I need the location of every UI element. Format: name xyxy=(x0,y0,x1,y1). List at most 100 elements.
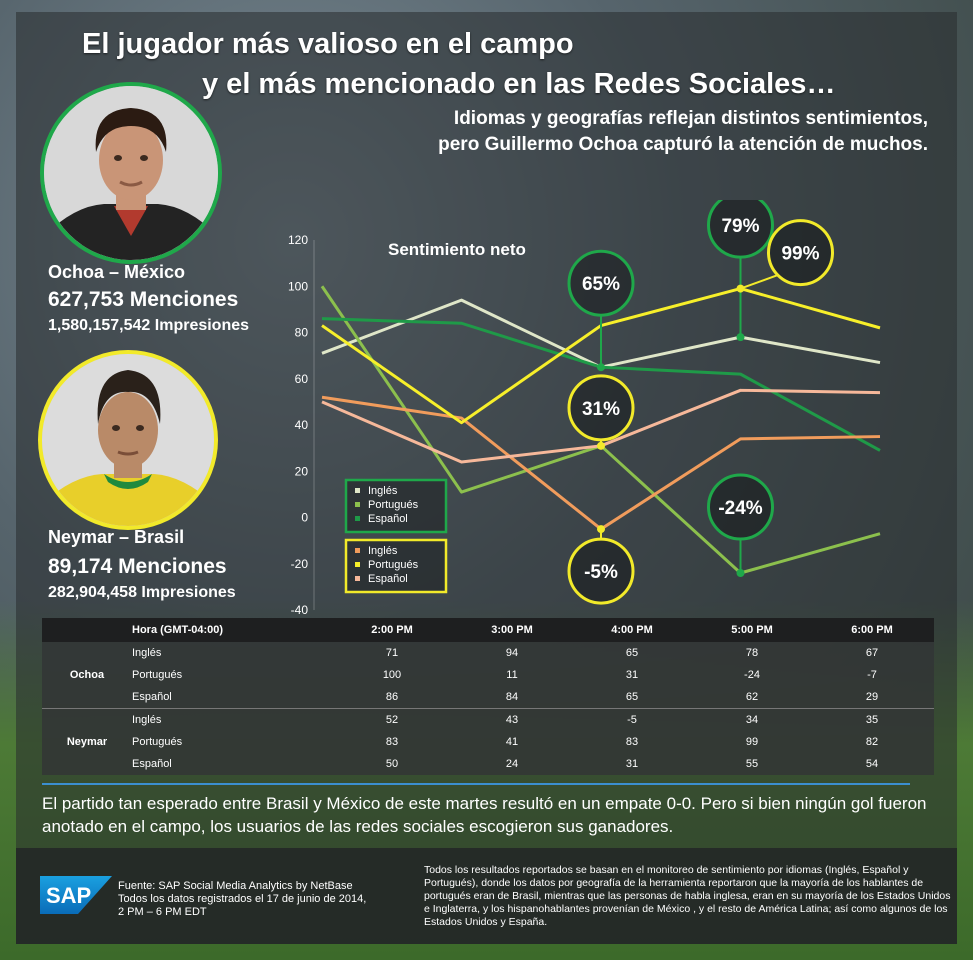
y-tick-label: 120 xyxy=(288,233,308,247)
ochoa-mentions: 627,753 Menciones xyxy=(48,288,239,311)
callout-circle xyxy=(567,249,635,317)
source-line: Todos los datos registrados el 17 de jun… xyxy=(118,893,367,905)
table-body: Ochoa Inglés 71 94 65 78 67 Portugués 100 11 31 -24… xyxy=(42,642,934,775)
y-tick-label: 0 xyxy=(301,511,308,525)
row-language: Portugués xyxy=(132,736,183,748)
table-cell: -5 xyxy=(627,714,637,726)
table-cell: 82 xyxy=(865,736,879,748)
y-tick-label: -20 xyxy=(291,557,309,571)
table-cell: 71 xyxy=(385,647,399,659)
table-cell: 55 xyxy=(745,758,759,770)
legend-entry: Portugués xyxy=(368,499,419,511)
summary-text: El partido tan esperado entre Brasil y M… xyxy=(42,794,927,836)
subtitle-line-1: Idiomas y geografías reflejan distintos … xyxy=(453,108,928,129)
callout-circle xyxy=(567,537,635,605)
legend-swatch xyxy=(355,502,360,507)
table-row: Inglés 71 94 65 78 67 xyxy=(42,642,934,664)
column-header: 3:00 PM xyxy=(491,624,533,636)
row-language: Inglés xyxy=(132,714,162,726)
table-cell: 67 xyxy=(865,647,879,659)
data-point-marker xyxy=(597,441,605,450)
table-cell: 31 xyxy=(625,758,639,770)
row-language: Inglés xyxy=(132,647,162,659)
data-point-marker xyxy=(597,525,605,534)
table-row: Inglés 52 43 -5 34 35 xyxy=(42,709,934,731)
callout-circle xyxy=(707,200,774,259)
sentiment-line-chart: 120 100 80 60 40 20 0 -20 -40 Sentimiento neto 65%… xyxy=(288,200,881,617)
subtitle-line-2: pero Guillermo Ochoa capturó la atención… xyxy=(438,134,928,155)
table-cell: 83 xyxy=(625,736,639,748)
table-cell: 41 xyxy=(505,736,519,748)
table-cell: -24 xyxy=(744,669,760,681)
y-tick-label: 40 xyxy=(295,418,309,432)
y-tick-label: 60 xyxy=(295,372,309,386)
legend-box xyxy=(344,478,448,534)
ochoa-name: Ochoa – México xyxy=(48,262,186,282)
person-silhouette-icon xyxy=(44,86,218,260)
legend-entry: Portugués xyxy=(368,559,419,571)
table-cell: 86 xyxy=(385,691,399,703)
title-line-2: y el más mencionado en las Redes Sociale… xyxy=(202,68,836,100)
callout-circle xyxy=(567,374,635,442)
column-header: 2:00 PM xyxy=(371,624,413,636)
table-cell: 78 xyxy=(745,647,759,659)
divider xyxy=(42,783,910,785)
group-name: Neymar xyxy=(66,736,108,748)
table-cell: 84 xyxy=(505,691,519,703)
neymar-impressions: 282,904,458 Impresiones xyxy=(48,584,236,601)
column-header: 6:00 PM xyxy=(851,624,893,636)
ochoa-photo xyxy=(40,82,222,264)
legend-entry: Inglés xyxy=(368,485,398,497)
table-row: Portugués 83 41 83 99 82 xyxy=(42,731,934,753)
data-label: 31% xyxy=(582,399,620,420)
table-cell: 83 xyxy=(385,736,399,748)
footer-panel xyxy=(16,848,957,944)
data-point-marker xyxy=(736,284,745,293)
table-cell: 29 xyxy=(865,691,879,703)
legend-entry: Español xyxy=(368,573,408,585)
table-cell: 99 xyxy=(745,736,759,748)
table-cell: 35 xyxy=(865,714,879,726)
title-line-1: El jugador más valioso en el campo xyxy=(82,28,574,60)
table-cell: 65 xyxy=(625,647,639,659)
row-language: Español xyxy=(132,691,172,703)
legend-swatch xyxy=(355,516,360,521)
table-row: Portugués 100 11 31 -24 -7 xyxy=(42,664,934,686)
data-label: 99% xyxy=(781,244,819,265)
table-cell: -7 xyxy=(867,669,877,681)
data-label: 79% xyxy=(721,216,759,237)
legend-swatch xyxy=(355,562,360,567)
table-group: Neymar Inglés 52 43 -5 34 35 Portugués 83 41 83 99 8… xyxy=(42,708,934,775)
y-tick-label: 100 xyxy=(288,279,308,293)
data-point-marker xyxy=(736,333,745,342)
table-cell: 43 xyxy=(505,714,519,726)
legend-box xyxy=(344,538,448,594)
table-cell: 34 xyxy=(745,714,759,726)
table-cell: 54 xyxy=(865,758,879,770)
row-language: Español xyxy=(132,758,172,770)
group-name: Ochoa xyxy=(69,669,105,681)
source-line: 2 PM – 6 PM EDT xyxy=(118,906,207,918)
neymar-photo xyxy=(38,350,218,530)
callout-circle xyxy=(707,473,774,541)
neymar-name: Neymar – Brasil xyxy=(48,527,185,547)
source-text: Fuente: SAP Social Media Analytics by Ne… xyxy=(118,880,398,919)
sentiment-table: Hora (GMT-04:00) 2:00 PM 3:00 PM 4:00 PM… xyxy=(42,618,934,775)
ochoa-impressions: 1,580,157,542 Impresiones xyxy=(48,317,250,334)
table-cell: 31 xyxy=(625,669,639,681)
table-cell: 100 xyxy=(382,669,402,681)
table-cell: 52 xyxy=(385,714,399,726)
table-cell: 50 xyxy=(385,758,399,770)
legend-entry: Español xyxy=(368,513,408,525)
data-label: 65% xyxy=(582,274,620,295)
header-label: Hora (GMT-04:00) xyxy=(132,624,224,636)
legend-swatch xyxy=(355,548,360,553)
column-header: 4:00 PM xyxy=(611,624,653,636)
methodology-note: Todos los resultados reportados se basan… xyxy=(424,864,951,928)
chart-title: Sentimiento neto xyxy=(388,240,526,259)
table-cell: 62 xyxy=(745,691,759,703)
table-cell: 94 xyxy=(505,647,519,659)
source-line: Fuente: SAP Social Media Analytics by Ne… xyxy=(118,880,353,892)
person-silhouette-icon xyxy=(42,354,214,526)
